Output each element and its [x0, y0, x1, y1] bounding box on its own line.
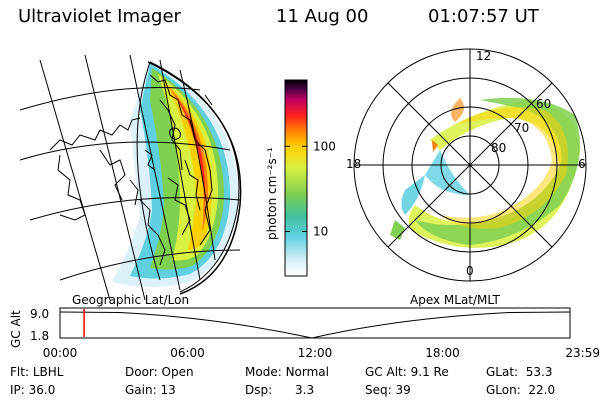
colorbar-gradient: [284, 79, 308, 277]
info-door: Door: Open: [125, 365, 194, 379]
info-mode: Mode: Normal: [245, 365, 329, 379]
timeline-ylabel: GC Alt: [9, 310, 23, 348]
mlt-label-12: 12: [476, 49, 491, 63]
colorbar-label: photon cm⁻²s⁻¹: [265, 147, 279, 240]
timeline-ytick-9: 9.0: [30, 307, 49, 321]
colorbar-tick-label: 10: [313, 224, 328, 238]
polar-grid: [353, 48, 587, 282]
mlt-label-0: 0: [466, 264, 474, 278]
mlt-label-18: 18: [346, 157, 361, 171]
limb-left: [147, 61, 242, 295]
altitude-curve: [59, 311, 571, 339]
coastlines-left: [49, 74, 213, 266]
time-label: 01:07:57 UT: [428, 6, 539, 27]
auroral-emission-left: [112, 60, 239, 287]
info-glon: GLon: 22.0: [486, 383, 556, 397]
mlat-label-80: 80: [491, 141, 506, 155]
timeline-xtick-label: 00:00: [43, 346, 78, 360]
mlat-label-70: 70: [514, 121, 529, 135]
info-dsp: Dsp: 3.3: [245, 383, 315, 397]
colorbar-ticks: 100 10: [285, 139, 336, 238]
projection-label-geographic: Geographic Lat/Lon: [72, 293, 189, 307]
colorbar-tick-label: 100: [313, 139, 336, 153]
title: Ultraviolet Imager: [18, 6, 181, 27]
info-gain: Gain: 13: [125, 383, 176, 397]
auroral-oval-polar: [390, 97, 580, 248]
info-gc-alt: GC Alt: 9.1 Re: [365, 365, 449, 379]
info-flt: Flt: LBHL: [10, 365, 64, 379]
colorbar: 100 10 photon cm⁻²s⁻¹: [265, 79, 336, 277]
projection-label-apex: Apex MLat/MLT: [410, 293, 500, 307]
info-ip: IP: 36.0: [10, 383, 56, 397]
mlat-label-60: 60: [536, 97, 551, 111]
timeline-frame: [59, 307, 571, 339]
timeline-xticks: 00:00 06:00 12:00 18:00 23:59: [43, 346, 600, 360]
info-glat: GLat: 53.3: [486, 365, 553, 379]
polar-plot: 12 18 6 0 60 70 80 Apex MLat/MLT: [346, 48, 587, 307]
mlt-label-6: 6: [578, 157, 586, 171]
geographic-map: Geographic Lat/Lon: [19, 54, 242, 307]
date-label: 11 Aug 00: [276, 6, 369, 27]
timeline-xtick-label: 23:59: [565, 346, 600, 360]
timeline-xtick-label: 18:00: [425, 346, 460, 360]
timeline-xtick-label: 06:00: [170, 346, 205, 360]
timeline-xtick-label: 12:00: [298, 346, 333, 360]
timeline-ytick-1-8: 1.8: [30, 329, 49, 343]
orbit-timeline: GC Alt 9.0 1.8 00:00 06:00 12:00 18:00 23:59: [9, 307, 600, 360]
info-seq: Seq: 39: [365, 383, 411, 397]
